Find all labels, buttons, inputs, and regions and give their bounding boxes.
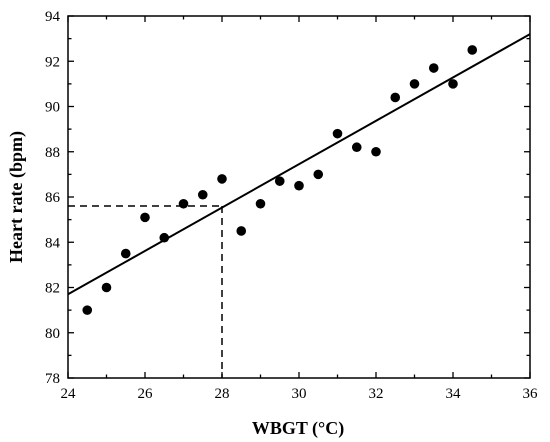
x-tick-label: 34 bbox=[446, 386, 462, 402]
x-tick-label: 28 bbox=[215, 386, 230, 402]
y-tick-label: 92 bbox=[45, 54, 60, 70]
data-point bbox=[255, 198, 266, 209]
data-point bbox=[332, 128, 343, 139]
data-point bbox=[467, 45, 478, 55]
fit-line-group bbox=[67, 33, 531, 296]
data-point bbox=[178, 198, 189, 209]
data-point bbox=[274, 176, 285, 186]
data-point bbox=[82, 305, 93, 315]
data-point bbox=[428, 63, 439, 73]
data-point bbox=[217, 174, 227, 184]
data-point bbox=[409, 79, 420, 89]
y-tick-label: 82 bbox=[45, 281, 60, 297]
y-tick-label: 88 bbox=[45, 145, 60, 161]
data-point bbox=[294, 180, 304, 191]
plot-area bbox=[67, 15, 531, 379]
regression-line bbox=[67, 33, 531, 296]
data-point bbox=[159, 232, 170, 243]
y-tick-label: 84 bbox=[45, 235, 61, 251]
x-tick-label: 30 bbox=[292, 386, 307, 402]
data-points bbox=[82, 45, 478, 315]
x-tick-label: 26 bbox=[138, 386, 154, 402]
x-tick-label: 24 bbox=[61, 386, 77, 402]
data-point bbox=[236, 226, 247, 236]
x-tick-label: 36 bbox=[523, 386, 539, 402]
y-tick-label: 80 bbox=[45, 326, 60, 342]
data-point bbox=[371, 146, 381, 157]
x-axis-ticks: 24 26 28 30 32 34 36 bbox=[61, 16, 539, 402]
data-point bbox=[120, 248, 131, 259]
y-tick-label: 78 bbox=[45, 371, 60, 387]
data-point bbox=[101, 282, 112, 293]
data-point bbox=[390, 92, 401, 103]
y-axis-title: Heart rate (bpm) bbox=[6, 131, 27, 263]
y-tick-label: 86 bbox=[45, 190, 61, 206]
y-axis-ticks: 78 80 82 84 86 88 90 92 94 bbox=[45, 9, 530, 387]
data-point bbox=[313, 169, 324, 180]
reference-lines bbox=[68, 205, 223, 378]
data-point bbox=[448, 79, 458, 89]
x-axis-title: WBGT (°C) bbox=[252, 418, 344, 439]
data-point bbox=[351, 142, 362, 153]
x-tick-label: 32 bbox=[369, 386, 384, 402]
data-point bbox=[197, 189, 208, 200]
data-point bbox=[140, 212, 150, 223]
y-tick-label: 94 bbox=[45, 9, 61, 25]
plot-frame bbox=[67, 15, 531, 379]
y-tick-label: 90 bbox=[45, 100, 60, 116]
